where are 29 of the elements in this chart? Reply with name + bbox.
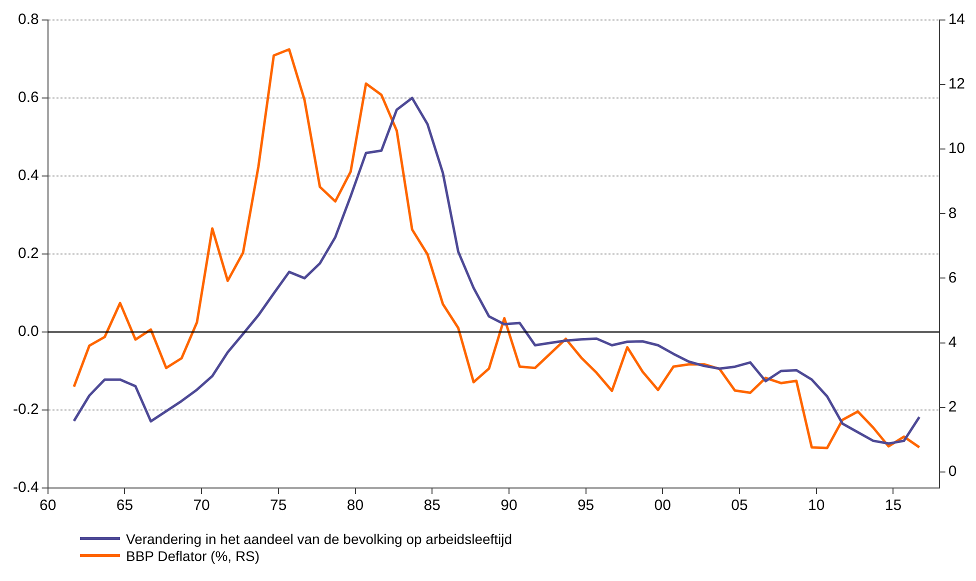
- legend-label: BBP Deflator (%, RS): [126, 548, 260, 564]
- y-tick-label: 0.6: [18, 89, 39, 106]
- y-tick-label: 0.0: [18, 323, 39, 340]
- y-tick-label: -0.2: [12, 401, 39, 418]
- x-tick-label: 70: [193, 497, 210, 514]
- y2-tick-label: 8: [948, 204, 957, 222]
- legend-label: Verandering in het aandeel van de bevolking op arbeidsleeftijd: [126, 530, 512, 546]
- x-tick-label: 85: [424, 497, 440, 514]
- x-tick-label: 80: [346, 497, 364, 514]
- x-tick-label: 65: [116, 497, 134, 514]
- y2-tick-label: 12: [948, 76, 966, 93]
- y-tick-label: 0.4: [18, 167, 39, 184]
- y2-tick-label: 6: [948, 269, 957, 286]
- y2-tick-label: 2: [948, 398, 957, 416]
- y2-tick-label: 4: [948, 334, 957, 351]
- x-tick-label: 05: [731, 497, 748, 514]
- x-tick-label: 10: [808, 497, 825, 514]
- y2-tick-label: 10: [948, 140, 966, 158]
- y2-tick-label: 0: [948, 463, 957, 480]
- y-tick-label: -0.4: [12, 479, 39, 496]
- x-tick-label: 60: [40, 497, 56, 514]
- x-tick-label: 00: [654, 497, 671, 514]
- y-tick-label: 0.8: [18, 11, 39, 28]
- x-tick-label: 90: [500, 497, 518, 514]
- y-tick-label: 0.2: [18, 245, 39, 262]
- x-tick-label: 95: [577, 497, 594, 514]
- x-tick-label: 15: [884, 497, 902, 514]
- y2-tick-label: 14: [948, 11, 966, 28]
- x-tick-label: 75: [270, 497, 287, 514]
